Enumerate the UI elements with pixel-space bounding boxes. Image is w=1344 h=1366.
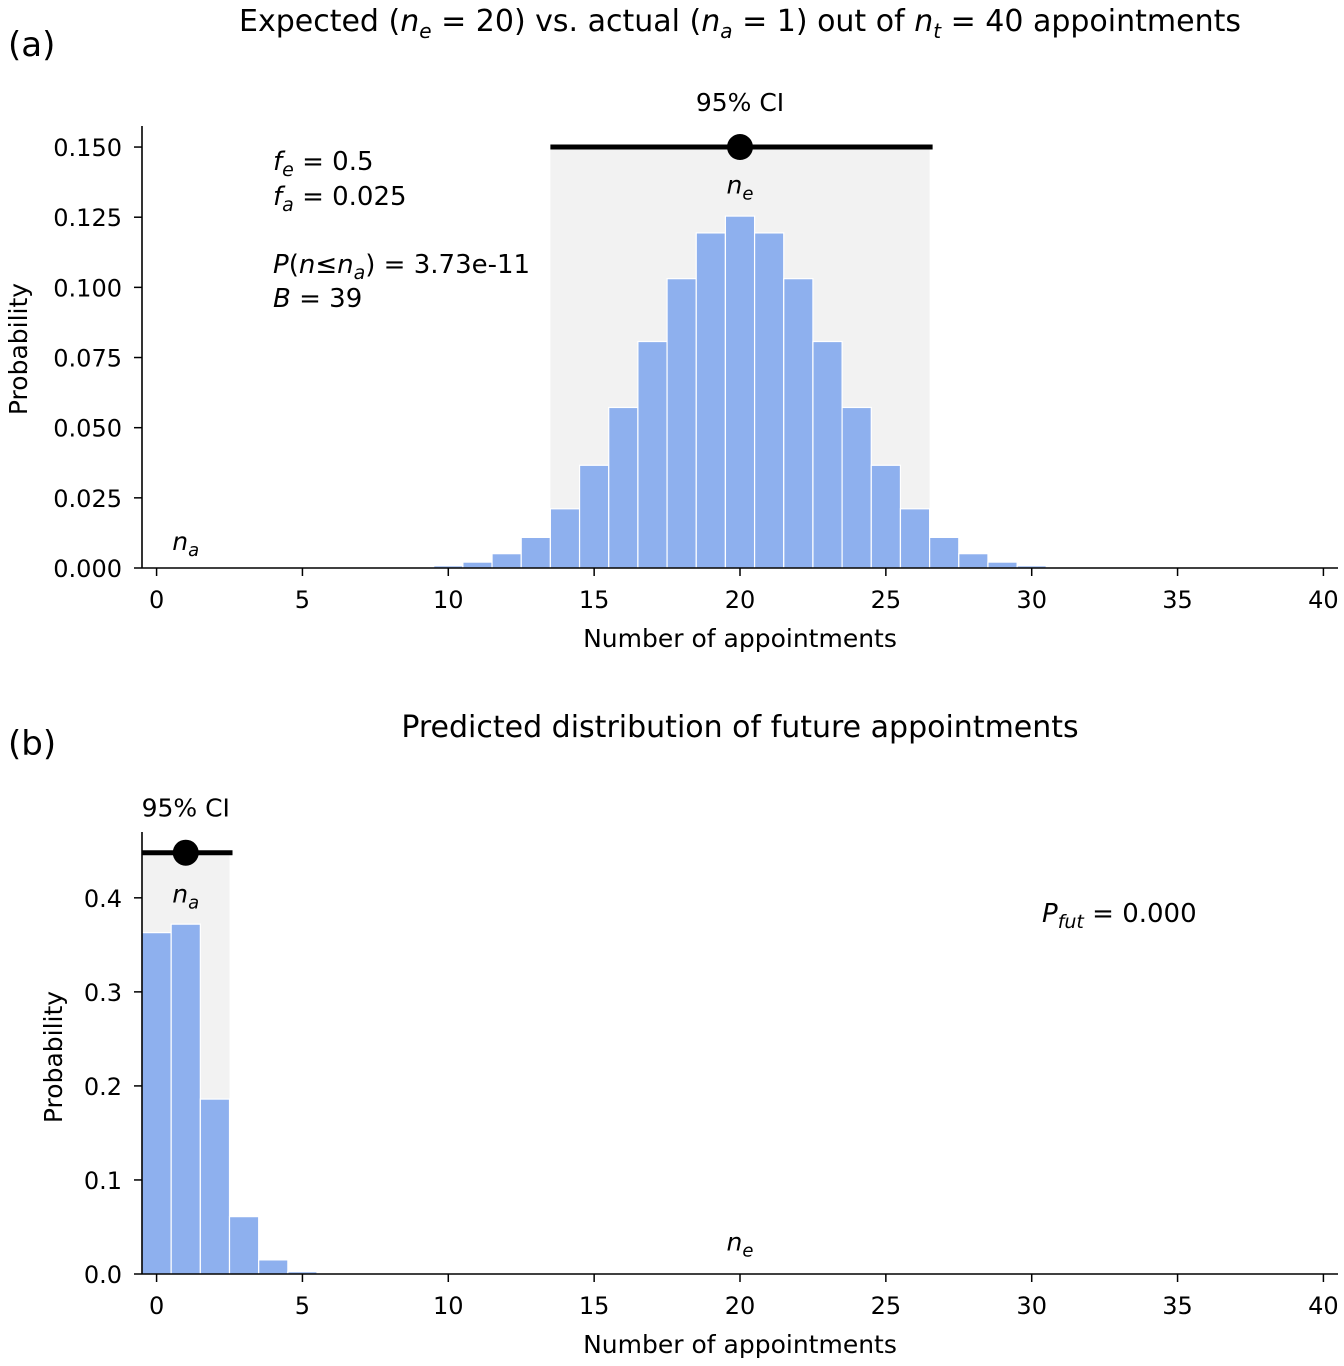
bar (695, 232, 727, 569)
y-tick-label: 0.0 (84, 1261, 122, 1289)
panel-b-label: (b) (8, 724, 56, 764)
y-tick-label: 0.150 (53, 134, 122, 162)
na-marker: na (172, 527, 199, 561)
bar (929, 536, 960, 569)
bars (403, 215, 1077, 569)
bar (958, 553, 989, 569)
bars (141, 923, 347, 1275)
ne-marker: ne (727, 1227, 754, 1261)
bar (753, 232, 785, 569)
y-tick-label: 0.2 (84, 1073, 122, 1101)
bar (608, 406, 639, 569)
bar (666, 278, 697, 569)
y-tick-label: 0.4 (84, 885, 122, 913)
x-axis-label: Number of appointments (583, 1330, 897, 1359)
x-tick-label: 15 (579, 1292, 610, 1320)
fe-stat: fe = 0.5 (273, 147, 374, 181)
bar (170, 923, 201, 1275)
ci-point (727, 134, 753, 161)
panel-a: (a) Expected (ne = 20) vs. actual (na = … (4, 4, 1339, 653)
bar (228, 1216, 260, 1275)
x-tick-label: 40 (1308, 586, 1339, 614)
x-axis-label: Number of appointments (583, 624, 897, 653)
x-tick-label: 25 (871, 1292, 902, 1320)
bar (520, 536, 551, 569)
bar (258, 1259, 289, 1275)
ne-marker: ne (727, 170, 754, 204)
bar (637, 340, 668, 569)
y-axis-label: Probability (39, 991, 68, 1123)
b-stat: B = 39 (273, 284, 362, 314)
x-tick-label: 20 (725, 1292, 756, 1320)
bar (724, 215, 756, 569)
x-tick-label: 35 (1162, 1292, 1193, 1320)
na-marker: na (172, 880, 199, 914)
p-stat: P(n≤na) = 3.73e-11 (273, 250, 530, 284)
x-tick-label: 15 (579, 586, 610, 614)
bar (199, 1098, 231, 1275)
bar (812, 340, 843, 569)
panel-a-label: (a) (8, 25, 55, 65)
x-tick-label: 30 (1016, 1292, 1047, 1320)
bar (141, 932, 172, 1275)
bar (783, 278, 814, 569)
x-tick-label: 10 (433, 1292, 464, 1320)
x-tick-label: 30 (1016, 586, 1047, 614)
bar (841, 406, 872, 569)
y-tick-label: 0.025 (53, 485, 122, 513)
x-tick-label: 40 (1308, 1292, 1339, 1320)
x-tick-label: 25 (871, 586, 902, 614)
bar (491, 553, 522, 569)
y-tick-label: 0.1 (84, 1167, 122, 1195)
y-tick-label: 0.100 (53, 274, 122, 302)
x-tick-label: 35 (1162, 586, 1193, 614)
y-tick-label: 0.125 (53, 204, 122, 232)
bar (987, 561, 1018, 569)
axes: 0 5 10 15 20 25 30 35 40 0.000 0.025 0.050 0.075 0.10… (53, 126, 1339, 614)
ci-label: 95% CI (142, 794, 230, 823)
bar (578, 464, 610, 569)
ci-label: 95% CI (696, 88, 784, 117)
x-tick-label: 0 (149, 1292, 164, 1320)
y-tick-label: 0.075 (53, 345, 122, 373)
x-tick-label: 5 (295, 1292, 310, 1320)
ci-point (172, 839, 199, 866)
bar (899, 508, 931, 569)
y-tick-label: 0.3 (84, 979, 122, 1007)
x-tick-label: 20 (725, 586, 756, 614)
x-tick-label: 5 (295, 586, 310, 614)
panel-b-title: Predicted distribution of future appoint… (401, 710, 1078, 745)
fa-stat: fa = 0.025 (273, 182, 407, 216)
axes: 0 5 10 15 20 25 30 35 40 0.0 0.1 0.2 0.3 0.4 (84, 832, 1339, 1320)
y-tick-label: 0.000 (53, 555, 122, 583)
y-tick-label: 0.050 (53, 415, 122, 443)
panel-a-title: Expected (ne = 20) vs. actual (na = 1) o… (239, 4, 1241, 43)
stats-annotation: fe = 0.5 fa = 0.025 P(n≤na) = 3.73e-11 B… (273, 147, 530, 314)
pfut-annotation: Pfut = 0.000 (1042, 899, 1197, 933)
x-tick-label: 0 (149, 586, 164, 614)
y-axis-label: Probability (4, 283, 33, 415)
panel-b: (b) Predicted distribution of future app… (8, 710, 1339, 1359)
bar (549, 508, 581, 569)
bar (870, 464, 902, 569)
x-tick-label: 10 (433, 586, 464, 614)
bar (462, 561, 493, 569)
